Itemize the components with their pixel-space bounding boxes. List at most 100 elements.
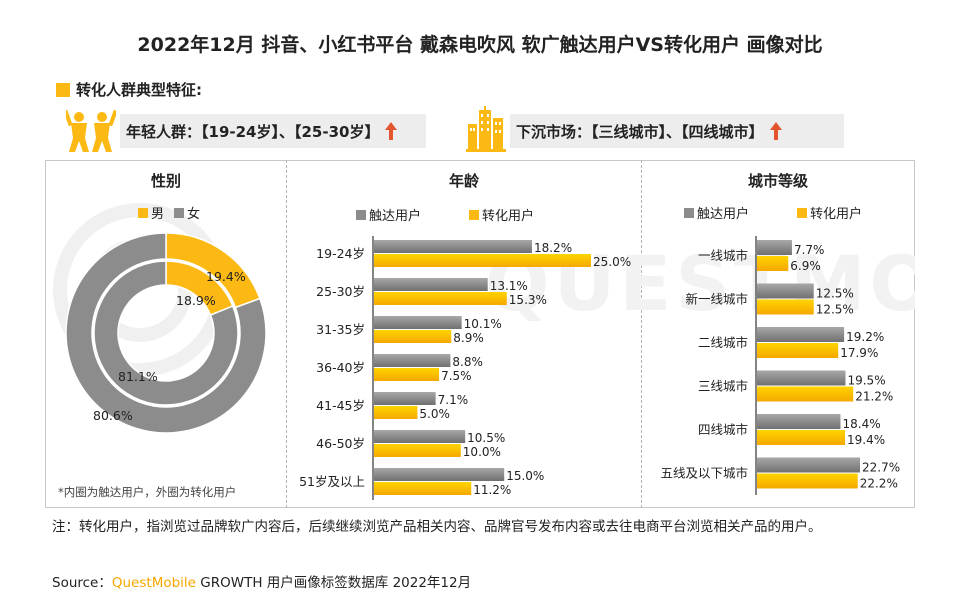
conversion-bar bbox=[374, 292, 507, 305]
data-label: 21.2% bbox=[855, 390, 893, 404]
conversion-bar bbox=[757, 343, 839, 358]
arrow-up-icon bbox=[769, 122, 782, 140]
data-label: 80.6% bbox=[93, 408, 133, 423]
reach-bar bbox=[374, 468, 505, 481]
source-suffix: GROWTH 用户画像标签数据库 2022年12月 bbox=[195, 575, 472, 591]
heading-marker bbox=[56, 82, 70, 97]
young-people-icon bbox=[66, 109, 116, 152]
data-label: 8.8% bbox=[452, 355, 483, 369]
gender-legend: 男 女 bbox=[138, 203, 200, 222]
legend-label-conversion: 转化用户 bbox=[482, 209, 535, 224]
source-line: Source：QuestMobile GROWTH 用户画像标签数据库 2022… bbox=[52, 571, 471, 591]
data-label: 7.7% bbox=[794, 243, 825, 257]
reach-bar bbox=[757, 240, 792, 255]
legend-swatch-reach bbox=[684, 207, 694, 218]
category-label: 三线城市 bbox=[698, 379, 748, 394]
data-label: 8.9% bbox=[453, 331, 484, 345]
category-label: 25-30岁 bbox=[316, 284, 365, 299]
data-label: 25.0% bbox=[593, 255, 631, 269]
watermark-text: QUESTMOBILE bbox=[485, 239, 915, 328]
data-label: 10.0% bbox=[463, 445, 501, 459]
data-label: 11.2% bbox=[473, 483, 511, 497]
data-label: 18.4% bbox=[842, 417, 880, 431]
legend-label-reach: 触达用户 bbox=[369, 209, 422, 224]
reach-bar bbox=[374, 392, 436, 405]
category-label: 五线及以下城市 bbox=[660, 466, 748, 481]
questmobile-watermark: QUESTMOBILE bbox=[53, 203, 915, 377]
data-label: 15.3% bbox=[509, 293, 547, 307]
data-label: 7.1% bbox=[438, 393, 469, 407]
legend-swatch-male bbox=[138, 207, 148, 218]
conversion-bar bbox=[374, 482, 472, 495]
legend-label-reach: 触达用户 bbox=[697, 207, 750, 222]
panel-divider bbox=[286, 160, 287, 508]
data-label: 10.5% bbox=[467, 431, 505, 445]
reach-bar bbox=[374, 430, 466, 443]
conversion-bar bbox=[757, 256, 789, 271]
data-label: 6.9% bbox=[790, 259, 821, 273]
conversion-bar bbox=[757, 430, 846, 445]
outer-ring-slice bbox=[65, 232, 267, 434]
panel-divider bbox=[641, 160, 642, 508]
data-label: 19.4% bbox=[206, 269, 246, 284]
footnote-definition: 注：转化用户，指浏览过品牌软广内容后，后续继续浏览产品相关内容、品牌官号发布内容… bbox=[52, 519, 822, 535]
category-label: 新一线城市 bbox=[685, 292, 748, 307]
feature-heading-text: 转化人群典型特征: bbox=[76, 81, 202, 99]
city-legend: 触达用户 转化用户 bbox=[684, 203, 862, 222]
category-label: 41-45岁 bbox=[316, 398, 365, 413]
inner-ring-slice bbox=[93, 260, 239, 406]
reach-bar bbox=[757, 370, 846, 386]
data-label: 22.7% bbox=[862, 461, 900, 475]
data-label: 13.1% bbox=[490, 279, 528, 293]
data-label: 5.0% bbox=[419, 407, 450, 421]
data-label: 19.5% bbox=[847, 374, 885, 388]
reach-bar bbox=[374, 354, 451, 367]
legend-swatch-conversion bbox=[469, 209, 480, 220]
data-label: 18.2% bbox=[534, 241, 572, 255]
data-label: 7.5% bbox=[441, 369, 472, 383]
conversion-bar bbox=[374, 444, 461, 457]
data-label: 15.0% bbox=[506, 469, 544, 483]
category-label: 二线城市 bbox=[698, 335, 748, 350]
feature-young-text: 年轻人群：【19-24岁】、【25-30岁】 bbox=[126, 122, 380, 141]
conversion-bar bbox=[374, 254, 591, 267]
conversion-bar bbox=[757, 473, 858, 489]
legend-label-conversion: 转化用户 bbox=[810, 207, 863, 222]
category-label: 19-24岁 bbox=[316, 246, 365, 261]
data-label: 12.5% bbox=[816, 303, 854, 317]
age-bar-chart: 19-24岁 18.2% 25.0% 25-30岁 13.1%15.3% 31-35岁 10… bbox=[299, 236, 631, 500]
conversion-bar bbox=[374, 368, 440, 381]
legend-swatch-female bbox=[174, 207, 185, 218]
data-label: 81.1% bbox=[118, 369, 158, 384]
feature-heading: 转化人群典型特征: bbox=[56, 79, 202, 100]
data-label: 22.2% bbox=[860, 477, 898, 491]
arrow-up-icon bbox=[385, 122, 398, 140]
city-bar-chart: 一线城市 7.7% 6.9% 新一线城市 12.5% 12.5% 二线城市 19.2% 17.9… bbox=[660, 236, 900, 495]
reach-bar bbox=[374, 278, 488, 291]
legend-label-male: 男 bbox=[151, 207, 165, 222]
feature-young: 年轻人群：【19-24岁】、【25-30岁】 bbox=[120, 114, 426, 148]
legend-swatch-conversion bbox=[797, 207, 808, 218]
data-label: 18.9% bbox=[176, 293, 216, 308]
source-brand: QuestMobile bbox=[111, 575, 196, 591]
legend-swatch-reach bbox=[356, 209, 366, 220]
city-buildings-icon bbox=[466, 106, 506, 152]
data-label: 17.9% bbox=[840, 346, 878, 360]
city-panel-title: 城市等级 bbox=[747, 172, 808, 190]
page-title: 2022年12月 抖音、小红书平台 戴森电吹风 软广触达用户VS转化用户 画像对… bbox=[137, 34, 823, 56]
gender-footnote: *内圈为触达用户，外圈为转化用户 bbox=[58, 485, 237, 499]
category-label: 一线城市 bbox=[698, 248, 748, 263]
reach-bar bbox=[374, 316, 462, 329]
reach-bar bbox=[757, 457, 860, 473]
data-label: 19.4% bbox=[847, 433, 885, 447]
category-label: 36-40岁 bbox=[316, 360, 365, 375]
chart-panel bbox=[45, 160, 915, 508]
conversion-bar bbox=[374, 330, 452, 343]
gender-panel-title: 性别 bbox=[150, 172, 181, 190]
category-label: 51岁及以上 bbox=[299, 474, 365, 489]
age-panel-title: 年龄 bbox=[448, 172, 479, 190]
source-prefix: Source： bbox=[52, 575, 112, 591]
category-label: 31-35岁 bbox=[316, 322, 365, 337]
data-label: 12.5% bbox=[816, 287, 854, 301]
reach-bar bbox=[374, 240, 532, 253]
